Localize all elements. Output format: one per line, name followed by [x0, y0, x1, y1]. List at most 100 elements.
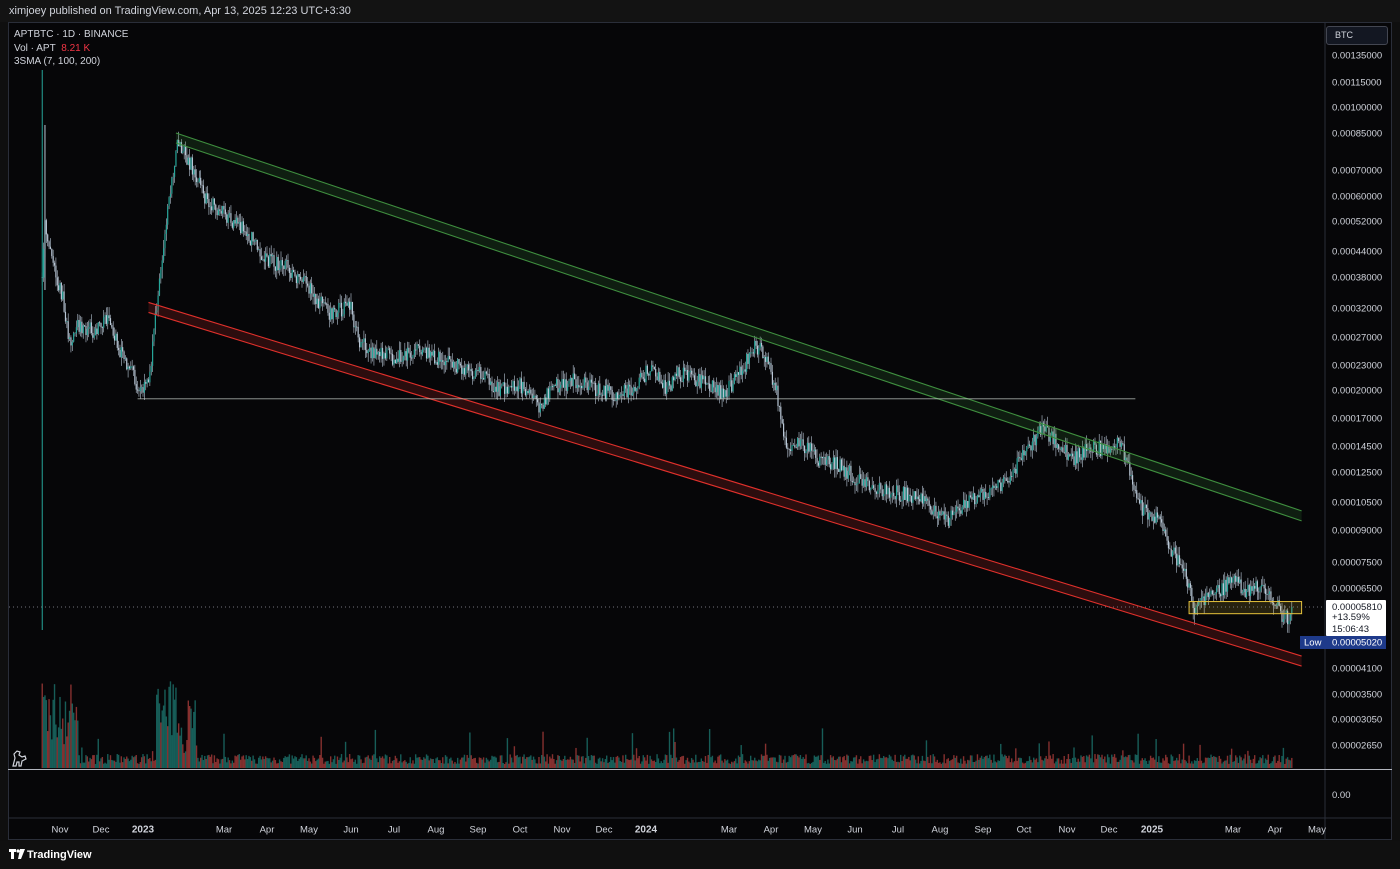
candle-body: [976, 495, 979, 503]
candle-body: [840, 459, 843, 471]
volume-bar: [146, 754, 148, 768]
candle-body: [1087, 448, 1089, 451]
candle-body: [1154, 516, 1156, 523]
candle-body: [1255, 581, 1257, 589]
candle-body: [1252, 586, 1254, 591]
red-channel-fill: [148, 302, 1302, 667]
candle-body: [252, 232, 254, 242]
volume-bar: [921, 755, 924, 768]
volume-bar: [413, 763, 416, 768]
candle-body: [798, 438, 800, 447]
volume-bar: [695, 754, 697, 768]
candle-body: [702, 375, 704, 380]
candle-body: [127, 366, 129, 370]
volume-bar: [311, 763, 313, 768]
candle-body: [478, 367, 480, 372]
volume-bar: [740, 745, 742, 768]
volume-bar: [792, 755, 795, 768]
volume-bar: [951, 759, 954, 768]
volume-bar: [1045, 755, 1047, 768]
candle-body: [1079, 448, 1081, 458]
candle-body: [394, 359, 396, 364]
volume-bar: [370, 759, 372, 768]
volume-bar: [1163, 760, 1166, 768]
currency-button[interactable]: BTC: [1326, 26, 1388, 45]
candle-body: [111, 325, 113, 328]
candle-body: [1262, 584, 1264, 586]
candle-body: [1266, 593, 1268, 595]
candle-body: [138, 390, 140, 392]
chart-frame[interactable]: [8, 22, 1392, 840]
candle-body: [169, 193, 172, 198]
volume-bar: [751, 760, 753, 768]
candle-body: [678, 367, 680, 378]
volume-bar: [295, 757, 298, 768]
candle-body: [1115, 446, 1117, 449]
volume-bar: [210, 754, 213, 768]
symbol-row[interactable]: APTBTC · 1D · BINANCE: [14, 28, 128, 42]
volume-bar: [937, 762, 940, 768]
volume-bar: [737, 755, 740, 768]
volume-bar: [397, 762, 399, 768]
price-tick-label: 0.00085000: [1332, 129, 1382, 140]
volume-bar: [316, 759, 318, 768]
candle-body: [913, 491, 915, 497]
pane-separator[interactable]: [8, 769, 1392, 770]
candle-body: [332, 307, 334, 320]
volume-bar: [904, 754, 906, 768]
candle-body: [156, 310, 158, 313]
candle-body: [157, 295, 159, 311]
volume-row[interactable]: Vol · APT 8.21 K: [14, 42, 128, 56]
volume-bar: [257, 757, 260, 768]
volume-bar: [1097, 754, 1099, 768]
candle-body: [88, 326, 90, 329]
candle-body: [132, 366, 135, 370]
candle-body: [939, 511, 941, 516]
candle-body: [1113, 446, 1116, 449]
volume-bar: [961, 763, 963, 768]
candle-body: [249, 241, 251, 246]
volume-bar: [315, 761, 317, 768]
candle-body: [1081, 447, 1083, 460]
candle-body: [145, 382, 147, 384]
volume-bar: [421, 759, 424, 768]
volume-bar: [361, 763, 364, 768]
candle-body: [729, 380, 731, 382]
candle-body: [776, 385, 778, 391]
volume-bar: [1066, 758, 1068, 768]
candle-body: [1056, 444, 1058, 448]
candle-body: [891, 492, 893, 495]
volume-bar: [55, 724, 57, 768]
volume-bar: [383, 758, 385, 768]
candle-body: [103, 317, 105, 328]
candle-body: [191, 157, 194, 175]
candle-body: [569, 378, 571, 381]
volume-bar: [916, 763, 918, 768]
volume-bar: [1118, 761, 1120, 768]
tradingview-brand[interactable]: TradingView: [27, 849, 92, 861]
candle-body: [1250, 586, 1252, 596]
candle-body: [854, 481, 856, 486]
candle-body: [244, 231, 246, 233]
volume-bar: [838, 756, 840, 768]
candle-body: [283, 265, 285, 270]
tradingview-logo-icon: [9, 849, 25, 859]
candle-body: [45, 220, 47, 235]
volume-bar: [579, 761, 581, 768]
indicator-row[interactable]: 3SMA (7, 100, 200): [14, 55, 128, 69]
candle-body: [379, 351, 381, 357]
volume-bar: [252, 755, 254, 768]
volume-bar: [205, 758, 207, 768]
candle-body: [812, 450, 814, 452]
volume-bar: [1016, 760, 1018, 768]
volume-bar: [1137, 733, 1139, 768]
candle-body: [1020, 458, 1022, 460]
volume-bar: [1277, 760, 1279, 768]
candle-body: [625, 385, 627, 389]
price-tick-label: 0.00115000: [1332, 78, 1382, 89]
candle-body: [412, 355, 414, 358]
candle-body: [695, 380, 697, 387]
candle-body: [900, 500, 902, 502]
volume-bar: [927, 756, 929, 768]
